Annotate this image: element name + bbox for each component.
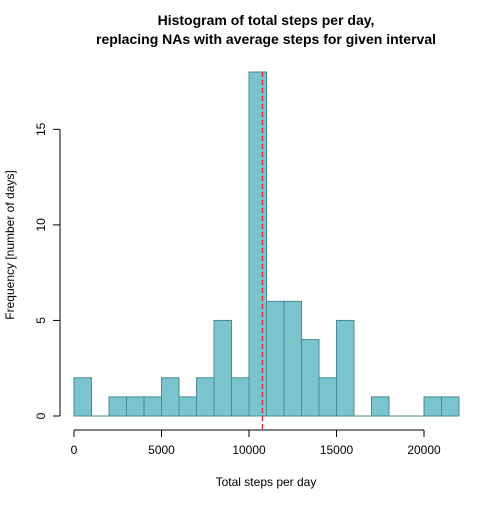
histogram-bar [301,339,320,417]
y-tick-label: 15 [34,122,48,136]
histogram-bar [73,377,92,417]
bars-group [73,71,460,417]
x-tick-label: 20000 [407,443,441,457]
histogram-bar [318,377,337,417]
histogram-bar [178,396,197,417]
histogram-bar [143,396,162,417]
histogram-bar [231,377,250,417]
histogram-bar [108,396,127,417]
histogram-bar [336,319,355,417]
x-tick-label: 5000 [148,443,175,457]
histogram-bar [213,319,232,417]
x-tick-label: 10000 [232,443,266,457]
histogram-bar [441,396,460,417]
y-axis: 0 5 10 15 [34,122,61,419]
x-axis: 0 5000 10000 15000 20000 [71,429,441,457]
histogram-bar [283,300,302,417]
x-tick-label: 15000 [320,443,354,457]
histogram-bar [423,396,442,417]
chart-title: Histogram of total steps per day, [158,12,375,28]
histogram-bar [161,377,180,417]
histogram-bar [196,377,215,417]
histogram-bar [266,300,285,417]
x-tick-label: 0 [71,443,78,457]
y-axis-label: Frequency [number of days] [3,170,17,319]
x-axis-label: Total steps per day [216,475,317,489]
y-tick-label: 10 [34,218,48,232]
histogram-bar [371,396,390,417]
histogram-bar [126,396,145,417]
chart-subtitle: replacing NAs with average steps for giv… [96,31,436,47]
y-tick-label: 5 [34,317,48,324]
y-tick-label: 0 [34,412,48,419]
histogram-bar [248,71,267,417]
